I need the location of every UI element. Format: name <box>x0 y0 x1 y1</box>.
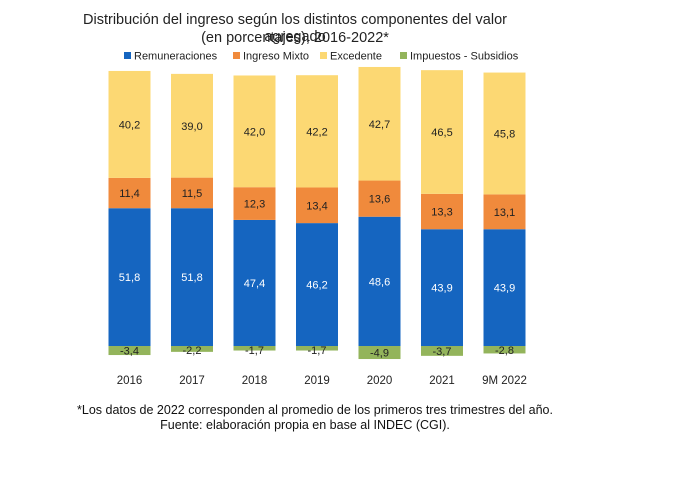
source-note: Fuente: elaboración propia en base al IN… <box>160 418 450 432</box>
bar-segment <box>483 229 526 346</box>
data-label: 13,1 <box>494 207 515 219</box>
bar-segment <box>233 75 276 188</box>
bar-segment <box>171 73 213 178</box>
legend-label: Excedente <box>330 51 382 63</box>
bar-segment <box>233 219 276 346</box>
x-tick-label: 2016 <box>117 375 143 387</box>
bar-segment <box>296 75 338 188</box>
data-label: -3,4 <box>120 346 139 358</box>
bar-segment <box>108 177 151 209</box>
data-label: 42,0 <box>244 126 265 138</box>
bar-segment <box>108 208 151 346</box>
bar-segment <box>171 208 213 346</box>
data-label: 43,9 <box>494 283 515 295</box>
data-label: 12,3 <box>244 199 265 211</box>
bar-segment <box>296 223 338 346</box>
data-label: 48,6 <box>369 276 390 288</box>
x-tick-label: 2021 <box>429 375 455 387</box>
bar-segment <box>483 72 526 195</box>
bar-segment <box>296 346 338 351</box>
x-tick-label: 2017 <box>179 375 205 387</box>
x-tick-label: 2019 <box>304 375 330 387</box>
bar-segment <box>108 346 151 356</box>
x-tick-label: 9M 2022 <box>482 375 527 387</box>
data-label: -2,2 <box>183 345 202 357</box>
chart-canvas: Remuneraciones Ingreso Mixto Excedente Impu… <box>108 51 527 387</box>
x-tick-label: 2018 <box>242 375 268 387</box>
data-label: -2,8 <box>495 345 514 357</box>
legend-swatch <box>320 52 327 59</box>
chart-subtitle: (en porcentajes), 2016-2022* <box>201 30 389 46</box>
bar-segment <box>171 177 213 209</box>
legend-swatch <box>400 52 407 59</box>
data-label: 42,7 <box>369 119 390 131</box>
data-label: -3,7 <box>433 346 452 358</box>
bar-segment <box>108 70 151 178</box>
bar-segment <box>421 70 463 194</box>
data-label: 40,2 <box>119 119 140 131</box>
data-label: -1,7 <box>245 345 264 357</box>
bar-segment <box>233 346 276 351</box>
legend-swatch <box>124 52 131 59</box>
data-label: 11,4 <box>119 188 140 200</box>
bar-segment <box>421 346 463 356</box>
data-label: 13,3 <box>431 207 452 219</box>
data-label: 39,0 <box>181 121 202 133</box>
bar-segment <box>358 346 401 360</box>
x-tick-label: 2020 <box>367 375 393 387</box>
bar-segment <box>233 187 276 220</box>
bar-segment <box>483 194 526 230</box>
data-label: 13,6 <box>369 194 390 206</box>
data-label: 51,8 <box>181 272 202 284</box>
data-label: -4,9 <box>370 348 389 360</box>
bar-segment <box>421 193 463 230</box>
data-label: 13,4 <box>306 200 327 212</box>
bar-segment <box>358 66 401 181</box>
data-label: 46,5 <box>431 127 452 139</box>
data-label: -1,7 <box>308 345 327 357</box>
bar-segment <box>296 187 338 224</box>
data-label: 51,8 <box>119 272 140 284</box>
data-label: 47,4 <box>244 278 265 290</box>
bar-segment <box>171 346 213 352</box>
footnote: *Los datos de 2022 corresponden al prome… <box>77 403 553 417</box>
bar-segment <box>421 229 463 346</box>
bar-segment <box>358 180 401 217</box>
legend-label: Ingreso Mixto <box>243 51 309 63</box>
data-label: 42,2 <box>306 126 327 138</box>
data-label: 46,2 <box>306 280 327 292</box>
chart-title: Distribución del ingreso según los disti… <box>83 12 507 45</box>
legend-label: Remuneraciones <box>134 51 218 63</box>
legend-label: Impuestos - Subsidios <box>410 51 519 63</box>
legend-swatch <box>233 52 240 59</box>
bar-segment <box>483 346 526 354</box>
bar-segment <box>358 216 401 346</box>
data-label: 11,5 <box>182 188 203 200</box>
data-label: 45,8 <box>494 128 515 140</box>
data-label: 43,9 <box>431 283 452 295</box>
